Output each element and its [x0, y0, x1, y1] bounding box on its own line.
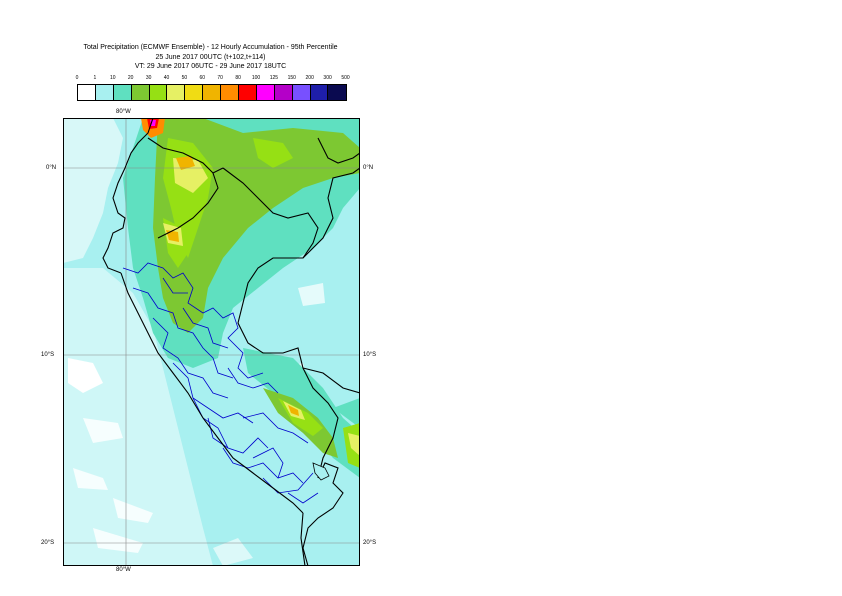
legend-threshold-label: 70 — [217, 75, 223, 81]
legend-swatch — [274, 85, 293, 100]
legend-swatch — [149, 85, 168, 100]
legend-swatch — [239, 85, 257, 100]
lake-titicaca — [312, 462, 330, 481]
legend-swatch — [167, 85, 186, 100]
legend-threshold-label: 40 — [163, 75, 170, 81]
color-legend — [77, 84, 348, 101]
legend-swatch — [292, 85, 311, 100]
legend-swatch — [131, 85, 150, 100]
title-line-2: 25 June 2017 00UTC (t+102,t+114) — [155, 53, 266, 61]
legend-swatch — [78, 85, 96, 100]
precipitation-map — [63, 118, 360, 566]
legend-swatch — [113, 85, 132, 100]
map-svg — [63, 118, 360, 566]
title-line-3: VT: 29 June 2017 06UTC - 29 June 2017 18… — [134, 63, 287, 70]
legend-threshold-label: 200 — [305, 75, 314, 81]
legend-threshold-label: 1 — [93, 75, 97, 81]
lat-label-left-20: 20°S — [41, 540, 55, 546]
legend-swatch — [256, 85, 275, 100]
legend-threshold-label: 50 — [181, 75, 188, 81]
rain-60mm-areas — [166, 156, 299, 416]
legend-threshold-label: 80 — [235, 75, 241, 81]
legend-threshold-label: 20 — [127, 75, 134, 81]
lat-label-left-0: 0°N — [46, 165, 57, 171]
legend-swatch — [95, 85, 114, 100]
legend-threshold-label: 150 — [287, 75, 296, 81]
title-line-1: Total Precipitation (ECMWF Ensemble) - 1… — [83, 44, 338, 51]
legend-threshold-label: 60 — [199, 75, 206, 81]
chart-title: Total Precipitation (ECMWF Ensemble) - 1… — [0, 43, 421, 72]
legend-swatch — [221, 85, 240, 100]
legend-threshold-label: 100 — [251, 75, 261, 81]
legend-swatch — [310, 85, 329, 100]
legend-threshold-label: 0 — [75, 75, 79, 81]
graticule — [63, 118, 360, 566]
lon-label-top: 80°W — [116, 109, 131, 115]
intense-rain-cell — [141, 118, 165, 138]
legend-threshold-labels: 0 1 10 20 30 40 50 60 70 80 100 125 150 200 300 500 — [0, 75, 842, 85]
country-borders — [102, 118, 360, 566]
map-frame — [63, 118, 360, 566]
legend-threshold-label: 30 — [145, 75, 152, 81]
legend-swatch — [328, 85, 347, 100]
lat-label-right-0: 0°N — [363, 165, 374, 171]
legend-threshold-label: 125 — [269, 75, 279, 81]
lat-label-right-20: 20°S — [363, 540, 377, 546]
legend-swatch — [203, 85, 222, 100]
lat-label-left-10: 10°S — [41, 352, 55, 358]
legend-threshold-label: 500 — [341, 75, 350, 81]
no-rain-areas — [63, 118, 325, 566]
legend-swatch — [185, 85, 204, 100]
legend-threshold-label: 300 — [323, 75, 332, 81]
regional-boundaries — [122, 262, 319, 504]
legend-threshold-label: 10 — [110, 75, 116, 81]
lon-label-bottom: 80°W — [116, 567, 131, 573]
lat-label-right-10: 10°S — [363, 352, 377, 358]
